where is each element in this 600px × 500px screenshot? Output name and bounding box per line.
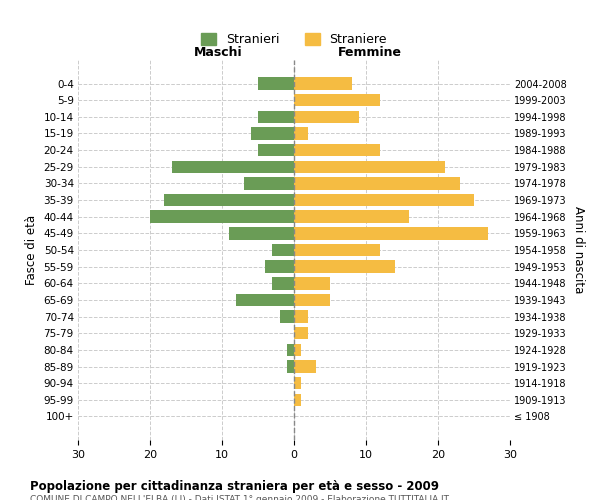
Bar	[244, 177, 294, 190]
Bar	[294, 127, 308, 140]
Bar	[265, 260, 294, 273]
Bar	[294, 377, 301, 390]
Y-axis label: Fasce di età: Fasce di età	[25, 215, 38, 285]
Bar	[294, 78, 352, 90]
Bar	[294, 160, 445, 173]
Bar	[294, 210, 409, 223]
Bar	[294, 194, 474, 206]
Text: Maschi: Maschi	[194, 46, 243, 59]
Bar	[294, 260, 395, 273]
Bar	[251, 127, 294, 140]
Bar	[294, 294, 330, 306]
Bar	[172, 160, 294, 173]
Bar	[287, 344, 294, 356]
Bar	[287, 360, 294, 373]
Bar	[229, 227, 294, 239]
Bar	[294, 177, 460, 190]
Text: Femmine: Femmine	[338, 46, 401, 59]
Bar	[294, 110, 359, 123]
Bar	[294, 227, 488, 239]
Bar	[258, 144, 294, 156]
Bar	[164, 194, 294, 206]
Bar	[258, 78, 294, 90]
Bar	[258, 110, 294, 123]
Bar	[294, 277, 330, 289]
Bar	[294, 344, 301, 356]
Bar	[294, 360, 316, 373]
Text: COMUNE DI CAMPO NELL'ELBA (LI) - Dati ISTAT 1° gennaio 2009 - Elaborazione TUTTI: COMUNE DI CAMPO NELL'ELBA (LI) - Dati IS…	[30, 495, 449, 500]
Bar	[272, 244, 294, 256]
Y-axis label: Anni di nascita: Anni di nascita	[572, 206, 586, 294]
Bar	[272, 277, 294, 289]
Bar	[294, 394, 301, 406]
Text: Popolazione per cittadinanza straniera per età e sesso - 2009: Popolazione per cittadinanza straniera p…	[30, 480, 439, 493]
Bar	[294, 327, 308, 340]
Bar	[150, 210, 294, 223]
Bar	[294, 94, 380, 106]
Bar	[294, 244, 380, 256]
Legend: Stranieri, Straniere: Stranieri, Straniere	[196, 28, 392, 51]
Bar	[280, 310, 294, 323]
Bar	[294, 144, 380, 156]
Bar	[236, 294, 294, 306]
Bar	[294, 310, 308, 323]
